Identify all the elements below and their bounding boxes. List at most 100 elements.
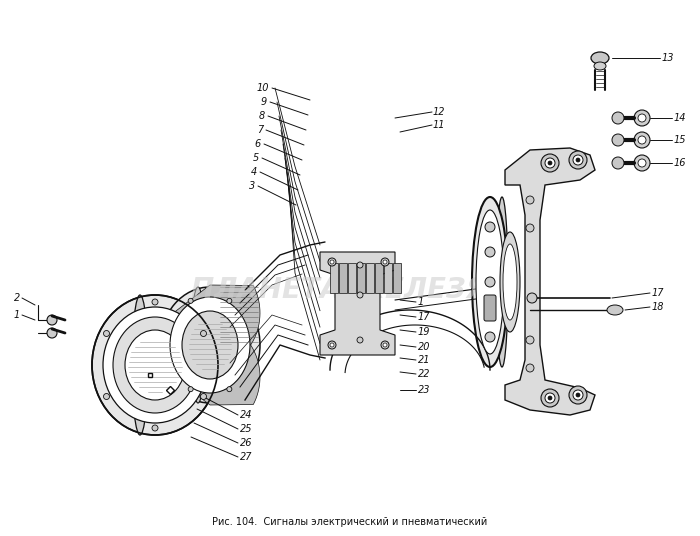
Ellipse shape <box>607 305 623 315</box>
Circle shape <box>638 159 646 167</box>
Circle shape <box>548 396 552 400</box>
Circle shape <box>545 393 555 403</box>
Bar <box>339 263 347 293</box>
Circle shape <box>330 343 334 347</box>
Circle shape <box>526 336 534 344</box>
Text: 7: 7 <box>257 125 263 135</box>
Polygon shape <box>161 322 260 405</box>
Ellipse shape <box>160 287 260 403</box>
Text: 9: 9 <box>260 97 267 107</box>
Circle shape <box>357 292 363 298</box>
Circle shape <box>328 258 336 266</box>
Text: 1: 1 <box>14 310 20 320</box>
Circle shape <box>227 299 232 303</box>
Ellipse shape <box>92 295 218 435</box>
Circle shape <box>188 299 193 303</box>
Text: 19: 19 <box>418 327 430 337</box>
Circle shape <box>328 341 336 349</box>
Text: 10: 10 <box>256 83 269 93</box>
Circle shape <box>634 155 650 171</box>
Circle shape <box>485 277 495 287</box>
Text: 26: 26 <box>240 438 253 448</box>
Text: 17: 17 <box>418 312 430 322</box>
Ellipse shape <box>113 317 197 413</box>
Bar <box>366 263 374 293</box>
Circle shape <box>526 196 534 204</box>
Circle shape <box>638 136 646 144</box>
Circle shape <box>357 262 363 268</box>
Ellipse shape <box>476 210 504 354</box>
Circle shape <box>573 390 583 400</box>
Polygon shape <box>505 148 595 415</box>
Circle shape <box>612 134 624 146</box>
Text: ПЛАНЕТА ЖЕЛЕЗЯК: ПЛАНЕТА ЖЕЛЕЗЯК <box>190 276 510 304</box>
Circle shape <box>200 393 206 399</box>
Circle shape <box>383 343 387 347</box>
Circle shape <box>576 158 580 162</box>
Text: 18: 18 <box>652 302 664 312</box>
Ellipse shape <box>594 62 606 70</box>
Circle shape <box>383 260 387 264</box>
Bar <box>348 263 356 293</box>
Circle shape <box>104 331 109 337</box>
Text: 1: 1 <box>418 297 424 307</box>
Circle shape <box>634 132 650 148</box>
Ellipse shape <box>503 244 517 320</box>
Text: 15: 15 <box>674 135 687 145</box>
Polygon shape <box>161 285 260 368</box>
Circle shape <box>548 161 552 165</box>
Text: 16: 16 <box>674 158 687 168</box>
Text: 20: 20 <box>418 342 430 352</box>
Circle shape <box>612 157 624 169</box>
Ellipse shape <box>472 197 508 367</box>
Text: 25: 25 <box>240 424 253 434</box>
Bar <box>384 263 392 293</box>
Text: 4: 4 <box>251 167 257 177</box>
Circle shape <box>47 328 57 338</box>
FancyBboxPatch shape <box>484 295 496 321</box>
Text: 17: 17 <box>652 288 664 298</box>
Circle shape <box>200 331 206 337</box>
Ellipse shape <box>500 232 520 332</box>
Text: 27: 27 <box>240 452 253 462</box>
Circle shape <box>541 154 559 172</box>
Circle shape <box>227 386 232 392</box>
Circle shape <box>638 114 646 122</box>
Text: 6: 6 <box>255 139 261 149</box>
Bar <box>375 263 383 293</box>
Ellipse shape <box>182 311 238 379</box>
Text: 3: 3 <box>248 181 255 191</box>
Circle shape <box>152 425 158 431</box>
Text: 23: 23 <box>418 385 430 395</box>
Circle shape <box>526 364 534 372</box>
Bar <box>357 263 365 293</box>
Circle shape <box>526 224 534 232</box>
Circle shape <box>188 386 193 392</box>
Circle shape <box>330 260 334 264</box>
Circle shape <box>569 386 587 404</box>
Ellipse shape <box>103 307 207 423</box>
Circle shape <box>485 247 495 257</box>
Text: 11: 11 <box>433 120 445 130</box>
Text: 2: 2 <box>14 293 20 303</box>
Circle shape <box>485 332 495 342</box>
Circle shape <box>47 315 57 325</box>
Text: 22: 22 <box>418 369 430 379</box>
Text: 21: 21 <box>418 355 430 365</box>
Ellipse shape <box>191 287 205 403</box>
Circle shape <box>541 389 559 407</box>
Ellipse shape <box>125 330 185 400</box>
Circle shape <box>152 299 158 305</box>
Circle shape <box>527 293 537 303</box>
Circle shape <box>545 158 555 168</box>
Circle shape <box>104 393 109 399</box>
Circle shape <box>381 341 389 349</box>
Text: 14: 14 <box>674 113 687 123</box>
Text: 5: 5 <box>253 153 259 163</box>
Circle shape <box>485 307 495 317</box>
Polygon shape <box>320 252 395 355</box>
Text: 13: 13 <box>662 53 675 63</box>
Text: 8: 8 <box>259 111 265 121</box>
Bar <box>330 263 338 293</box>
Text: 12: 12 <box>433 107 445 117</box>
